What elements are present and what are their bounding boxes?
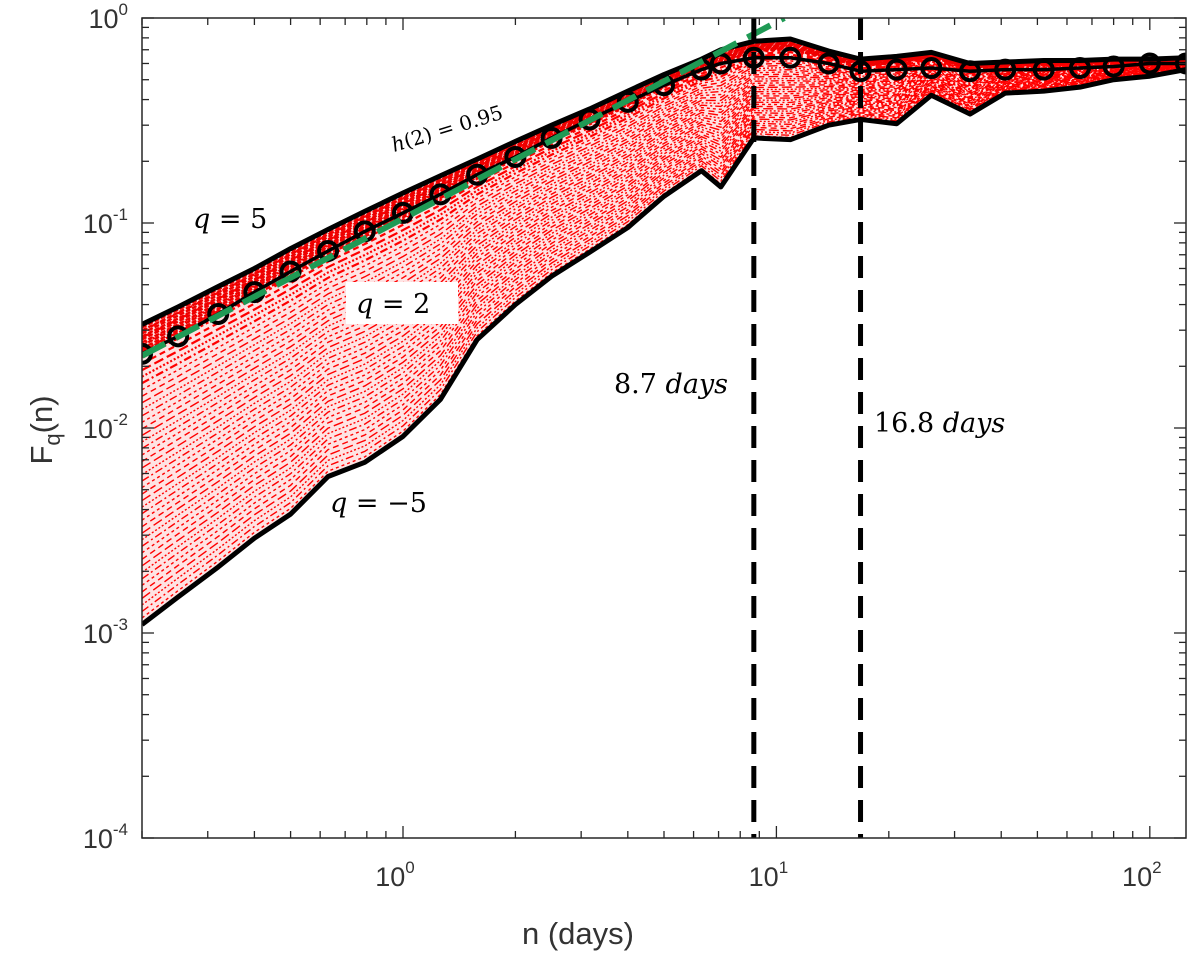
annotation-vline2: 16.8 days — [874, 408, 1005, 439]
vline2-unit: days — [943, 408, 1006, 439]
y-axis-label-tail: (n) — [24, 395, 59, 433]
q-curve-19 — [142, 64, 1186, 502]
q2-marker — [1102, 55, 1125, 78]
q-curve-9 — [142, 66, 1186, 567]
q-curve-5 — [142, 67, 1186, 593]
fit-line-h2 — [142, 18, 786, 359]
q-curve-4 — [142, 67, 1186, 599]
y-axis-label-main: F — [24, 446, 59, 465]
q-curve-24 — [142, 62, 1186, 469]
q-curve-14 — [142, 65, 1186, 534]
q2-marker — [1068, 57, 1091, 80]
y-tick-label: 10-4 — [83, 820, 128, 854]
q2-marker — [885, 58, 908, 81]
annotation-q2-bg — [346, 282, 458, 324]
q-curve-20 — [142, 63, 1186, 495]
x-tick-label: 102 — [1122, 858, 1162, 892]
q-curve-40 — [142, 51, 1186, 365]
q-curve-10 — [142, 66, 1186, 560]
q2-marker — [920, 57, 943, 80]
y-tick-label: 10-1 — [83, 205, 128, 239]
annotation-vline1: 8.7 days — [614, 369, 728, 400]
tick-labels: 100 101 102 10-4 10-3 10-2 10-1 100 — [83, 0, 1162, 892]
x-axis-label: n (days) — [522, 916, 634, 951]
q-curve-15 — [142, 65, 1186, 528]
q-curve-12 — [142, 65, 1186, 547]
q-curve-18 — [142, 64, 1186, 508]
x-tick-label: 101 — [749, 858, 789, 892]
series-qm5 — [142, 67, 1186, 627]
vline-layer — [751, 18, 864, 838]
y-axis-label: Fq(n) — [24, 395, 65, 464]
annotation-q2: 𝑞 = 2 — [356, 289, 430, 320]
q2-marker — [994, 58, 1017, 81]
q-curve-32 — [142, 60, 1186, 417]
q-curve-17 — [142, 64, 1186, 515]
y-tick-label: 100 — [88, 0, 128, 34]
y-tick-label: 10-2 — [83, 410, 128, 444]
q-curve-38 — [142, 55, 1186, 378]
q-curve-16 — [142, 64, 1186, 521]
y-tick-label: 10-3 — [83, 615, 128, 649]
annotation-q5: 𝑞 = 5 — [193, 204, 267, 235]
q2-marker — [1138, 52, 1161, 75]
x-tick-label: 100 — [375, 858, 415, 892]
q2-marker — [1032, 58, 1055, 81]
y-axis-label-sub: q — [40, 433, 65, 445]
vline1-unit: days — [666, 369, 729, 400]
q-curve-34 — [142, 60, 1186, 404]
fit-layer — [142, 18, 786, 359]
vline2-number: 16.8 — [874, 408, 934, 439]
q-curve-29 — [142, 61, 1186, 436]
vline1-number: 8.7 — [614, 369, 657, 400]
q-curve-39 — [142, 53, 1186, 372]
q2-marker — [817, 52, 840, 75]
q2-marker — [167, 325, 190, 348]
q-curve-13 — [142, 65, 1186, 541]
q-curve-3 — [142, 68, 1186, 606]
q-curve-22 — [142, 63, 1186, 482]
annotation-qm5: 𝑞 = −5 — [330, 488, 427, 519]
svg-text:Fq(n): Fq(n) — [24, 395, 65, 464]
q2-marker — [578, 108, 601, 131]
q2-marker — [1175, 52, 1186, 75]
q2-marker — [779, 46, 802, 69]
axes — [141, 17, 1187, 839]
q2-marker — [959, 60, 982, 83]
q-curve-21 — [142, 63, 1186, 489]
q-curve-11 — [142, 66, 1186, 554]
